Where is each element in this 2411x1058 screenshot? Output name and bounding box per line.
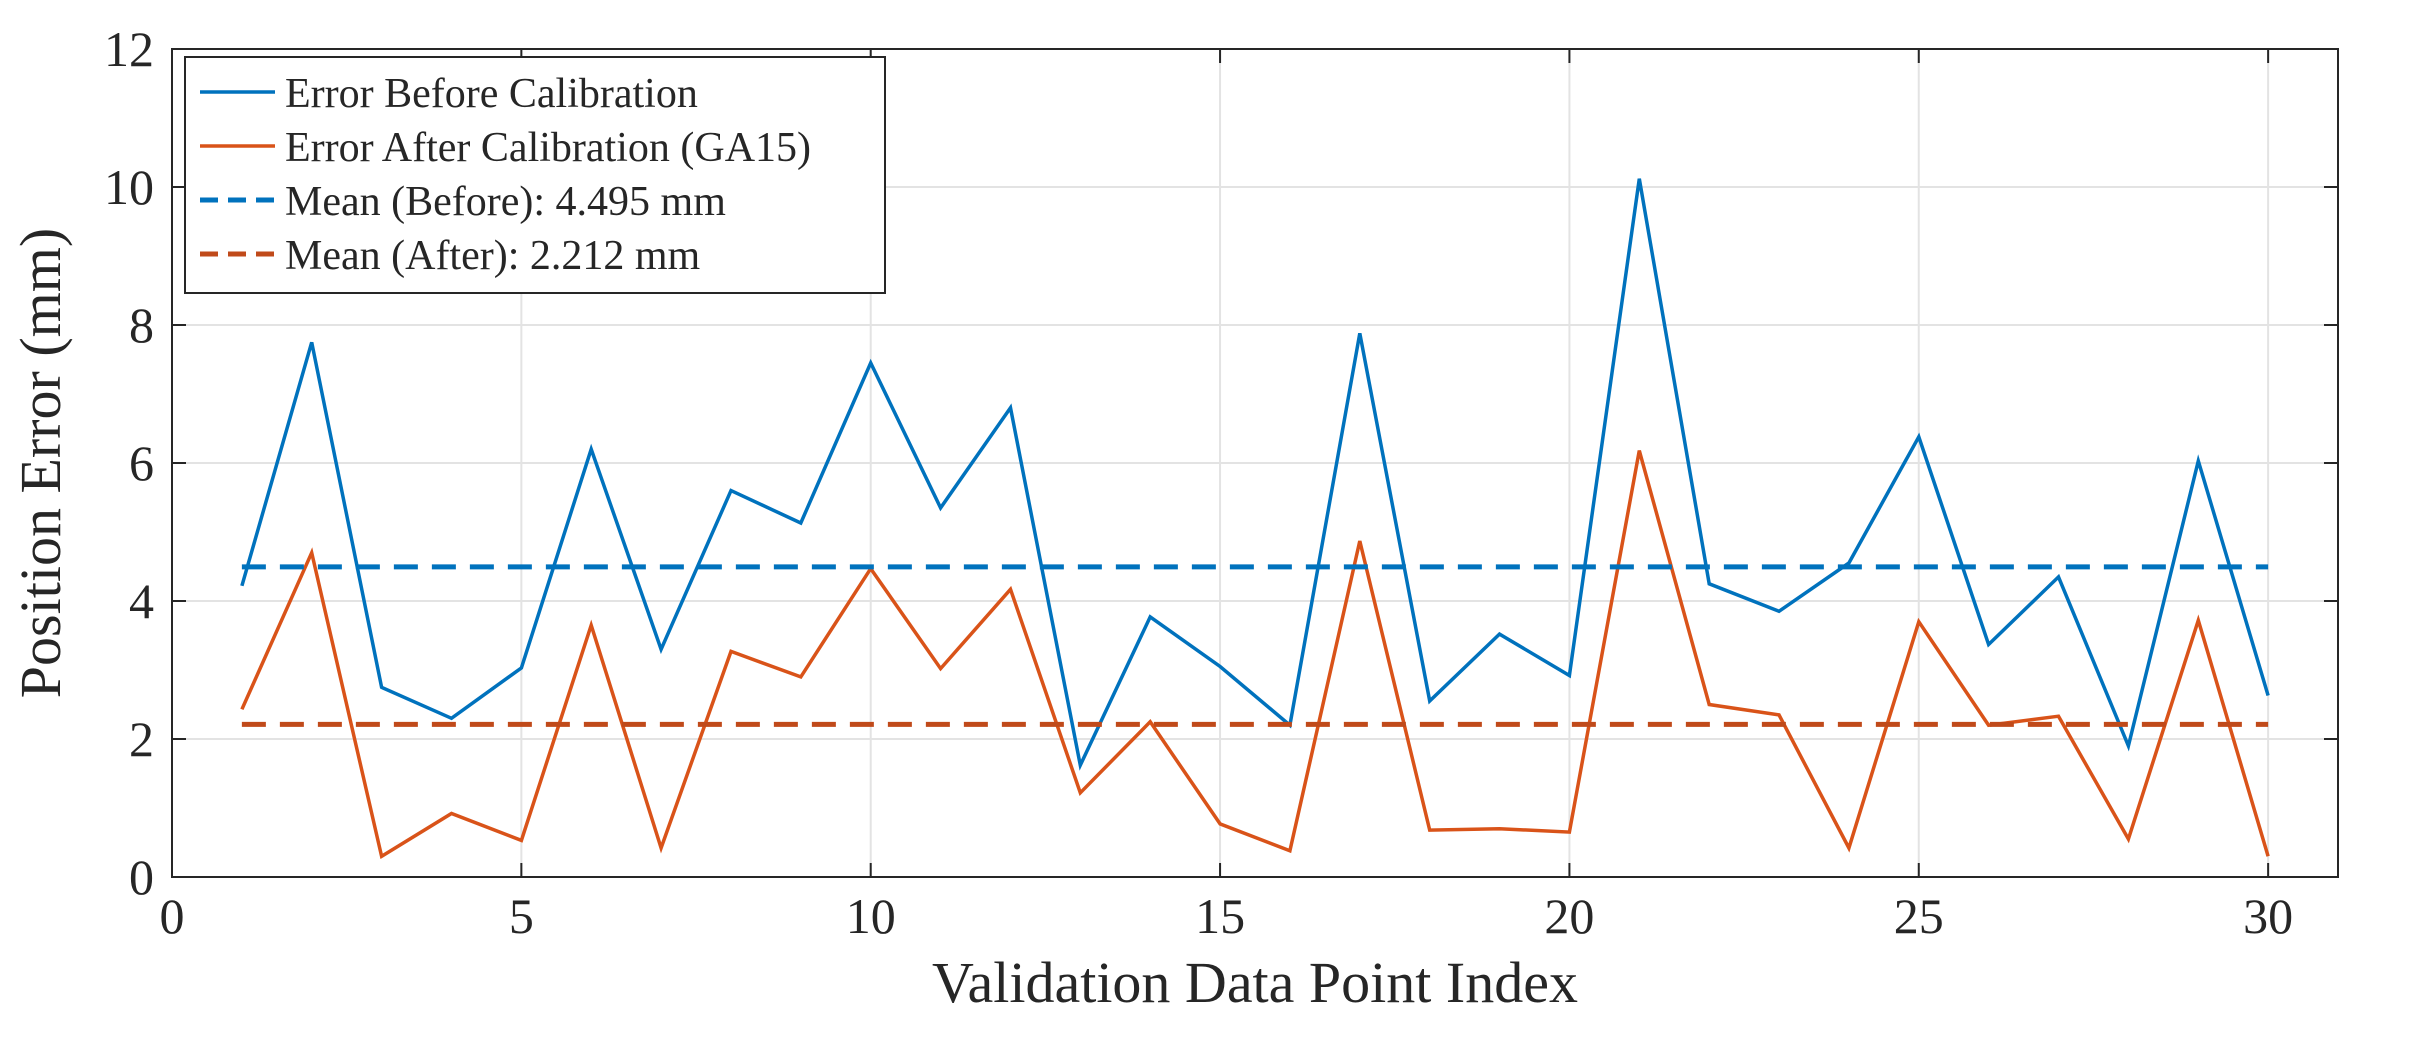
legend: Error Before Calibration Error After Cali… (185, 57, 885, 293)
y-tick-label: 8 (129, 297, 154, 353)
x-tick-label: 10 (846, 888, 896, 944)
y-tick-label: 4 (129, 573, 154, 629)
legend-entry-label: Mean (After): 2.212 mm (285, 233, 701, 279)
y-tick-label: 6 (129, 435, 154, 491)
y-tick-label: 0 (129, 849, 154, 905)
y-tick-label: 10 (104, 159, 154, 215)
legend-entry-label: Mean (Before): 4.495 mm (285, 179, 726, 225)
y-tick-label: 12 (104, 21, 154, 77)
x-tick-label: 30 (2243, 888, 2293, 944)
x-tick-label: 15 (1195, 888, 1245, 944)
x-axis-label: Validation Data Point Index (932, 950, 1578, 1015)
legend-entry-label: Error After Calibration (GA15) (285, 125, 811, 171)
y-axis-label: Position Error (mm) (8, 228, 73, 698)
x-tick-label: 0 (160, 888, 185, 944)
y-tick-label: 2 (129, 711, 154, 767)
x-tick-label: 25 (1894, 888, 1944, 944)
x-tick-label: 20 (1544, 888, 1594, 944)
x-tick-label: 5 (509, 888, 534, 944)
legend-entry-label: Error Before Calibration (285, 71, 698, 117)
